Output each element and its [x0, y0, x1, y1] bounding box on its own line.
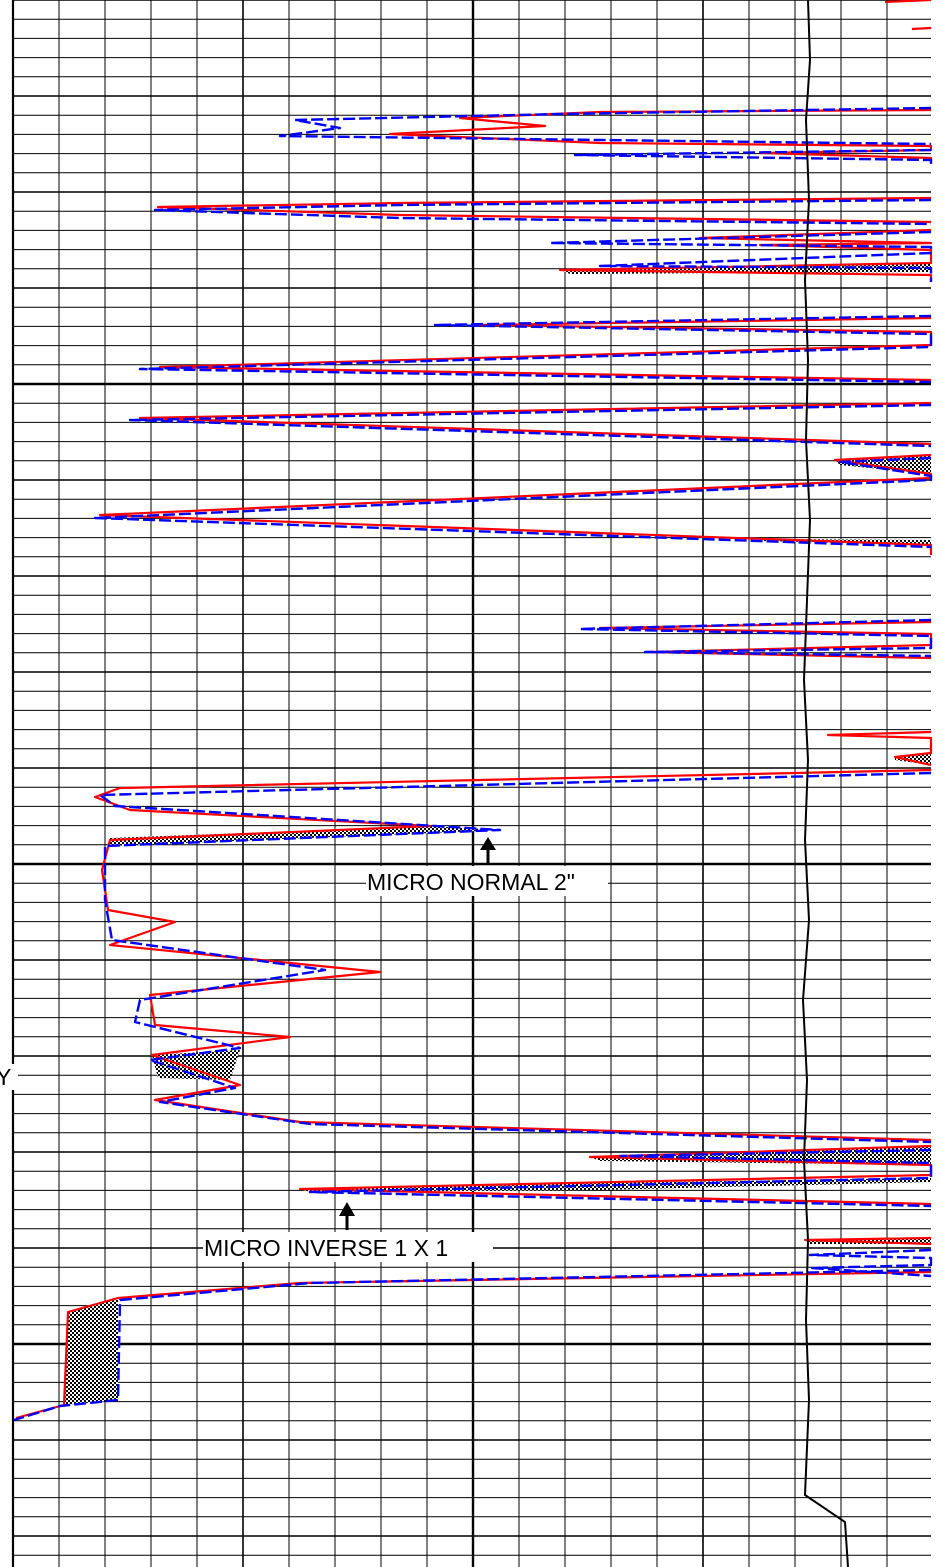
micro-normal-label: MICRO NORMAL 2": [367, 869, 575, 895]
edge-label: Y: [0, 1064, 18, 1090]
separation-fill: [152, 1050, 240, 1080]
series-micro-normal: [13, 106, 933, 1422]
micro-normal-curve: [13, 106, 933, 1422]
annotation-micro-inverse: MICRO INVERSE 1 X 1: [203, 1202, 493, 1262]
annotation-micro-normal: MICRO NORMAL 2": [366, 837, 608, 896]
separation-fills: [64, 263, 931, 1405]
track-curve: [801, 0, 849, 1567]
edge-text: Y: [0, 1064, 11, 1090]
separation-fill: [110, 826, 500, 846]
micro-inverse-label: MICRO INVERSE 1 X 1: [204, 1235, 448, 1261]
separation-fill: [64, 1298, 118, 1405]
